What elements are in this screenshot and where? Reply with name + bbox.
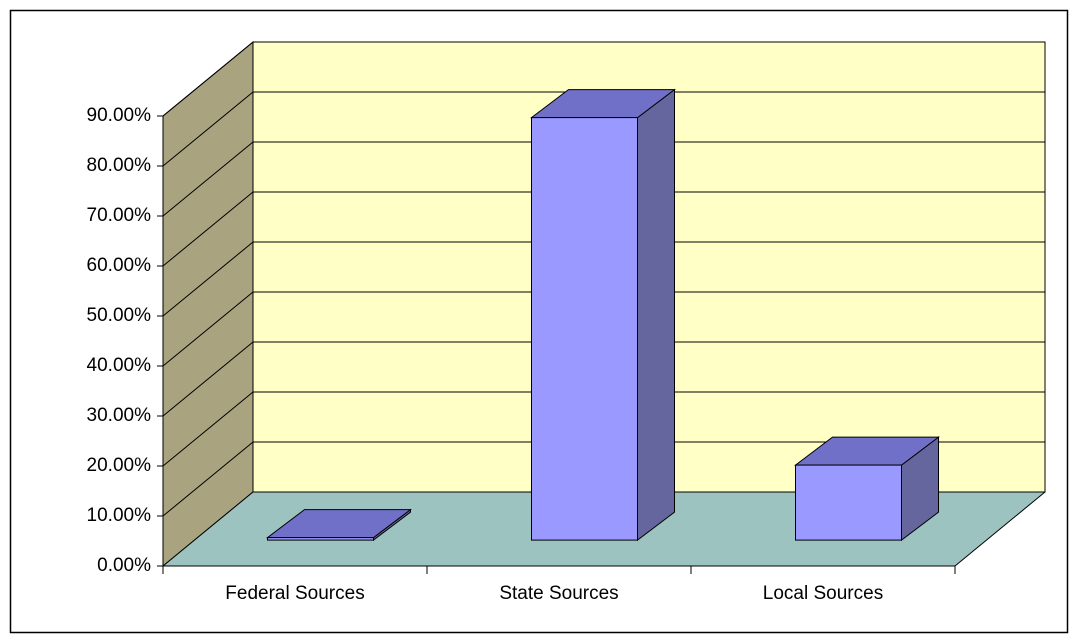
grid-line bbox=[162, 241, 1045, 317]
side-wall bbox=[162, 40, 254, 568]
grid-line bbox=[162, 491, 1045, 567]
grid-line bbox=[162, 441, 1045, 517]
bar bbox=[267, 537, 374, 541]
bar-side bbox=[637, 88, 675, 542]
grid-line bbox=[162, 41, 1045, 117]
y-tick-label: 40.00% bbox=[87, 355, 152, 376]
y-tick-label: 20.00% bbox=[87, 455, 152, 476]
y-tick-label: 10.00% bbox=[87, 505, 152, 526]
x-tick-label: State Sources bbox=[499, 583, 618, 604]
y-tick-label: 60.00% bbox=[87, 255, 152, 276]
y-tick-label: 90.00% bbox=[87, 105, 152, 126]
y-tick-label: 50.00% bbox=[87, 305, 152, 326]
grid-line bbox=[162, 391, 1045, 467]
y-tick-label: 30.00% bbox=[87, 405, 152, 426]
y-tick-label: 70.00% bbox=[87, 205, 152, 226]
x-tick-label: Federal Sources bbox=[225, 583, 364, 604]
grid-line bbox=[162, 191, 1045, 267]
grid-line bbox=[162, 91, 1045, 167]
y-tick-label: 0.00% bbox=[97, 555, 151, 576]
bar bbox=[531, 117, 638, 541]
y-tick-label: 80.00% bbox=[87, 155, 152, 176]
grid-line bbox=[162, 341, 1045, 417]
bar bbox=[795, 464, 902, 541]
grid-line bbox=[162, 141, 1045, 217]
floor-edge bbox=[954, 491, 1046, 567]
grid-line bbox=[162, 291, 1045, 367]
x-tick-label: Local Sources bbox=[763, 583, 883, 604]
